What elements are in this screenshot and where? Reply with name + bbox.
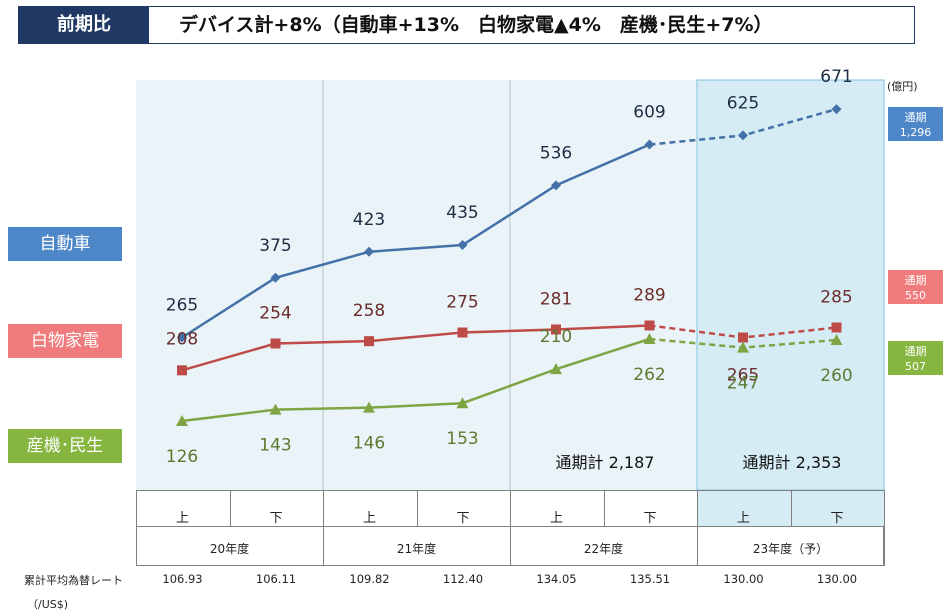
labels-layer: 265 375 423 435 536 609 625 671 208 254 258 275 281 2… [166,67,853,467]
plot-background [136,80,697,490]
total-badge-line1: 通期 [904,274,927,287]
half-label: 下 [456,511,470,526]
header-bar: 前期比 デバイス計+8%（自動車+13% 白物家電▲4% 産機･民生+7%） [18,6,915,44]
fx-rate-label: 累計平均為替レート [24,574,123,587]
data-point-marker [738,332,748,343]
data-label: 260 [820,366,852,386]
data-point-marker [456,397,469,409]
data-label: 671 [820,67,852,87]
data-point-marker [644,139,655,150]
data-point-marker [457,240,468,251]
half-label: 上 [175,511,189,526]
segment-label-industrial: 産機･民生 [8,429,122,463]
fx-rate-value: 135.51 [629,572,671,586]
data-point-marker [177,332,187,343]
data-label: 625 [727,93,759,113]
total-badge-value: 507 [905,360,926,373]
fx-rate-value: 130.00 [723,572,764,586]
data-label: 289 [633,286,665,306]
data-label: 143 [259,436,291,456]
data-point-marker [831,322,842,333]
fx-rate-unit: （/US$) [27,598,69,611]
fx-rate-value: 109.82 [349,572,390,586]
half-label: 下 [269,511,283,526]
annual-total-label: 通期計 2,353 [743,453,842,472]
data-label: 265 [727,366,759,386]
header-text: デバイス計+8%（自動車+13% 白物家電▲4% 産機･民生+7%） [179,14,773,36]
fx-rate-value: 106.11 [255,572,297,586]
series-line-actual [181,143,650,339]
data-label: 258 [353,301,385,321]
total-badge-industrial: 通期 507 [888,341,943,375]
data-point-marker [738,130,748,141]
data-label: 435 [446,203,478,223]
data-point-marker [363,401,375,413]
data-point-marker [177,365,187,376]
data-point-marker [270,338,281,349]
data-label: 423 [353,210,385,230]
data-label: 262 [633,365,665,385]
total-badge-appliance: 通期 550 [888,270,943,304]
fx-rate-value: 106.93 [162,572,203,586]
half-label: 下 [830,511,844,526]
annual-total-label: 通期計 2,187 [556,453,655,472]
data-point-marker [269,403,282,415]
data-point-marker [551,324,561,335]
year-label: 22年度 [583,542,624,556]
segment-label-auto: 自動車 [8,227,122,261]
series-line-actual [181,337,650,423]
header-tag: 前期比 [19,7,149,43]
data-point-marker [644,320,655,331]
data-point-marker [364,336,374,347]
data-label: 153 [446,429,478,449]
data-label: 285 [820,288,852,308]
total-badge-value: 1,296 [899,126,932,139]
data-point-marker [364,246,374,257]
half-label: 下 [643,511,657,526]
data-point-marker [270,272,281,283]
total-badge-auto: 通期 1,296 [888,107,943,141]
data-label: 265 [166,296,198,316]
half-label: 上 [549,511,563,526]
lines-layer [176,104,843,426]
data-point-marker [643,333,656,344]
data-label: 247 [727,374,759,394]
data-point-marker [737,341,749,353]
fx-rate-value: 134.05 [536,572,577,586]
year-label: 21年度 [396,542,437,556]
year-cell [697,526,885,566]
half-label: 上 [736,511,750,526]
fx-rate-value: 130.00 [816,572,858,586]
data-point-marker [551,180,561,191]
year-label: 23年度（予） [752,542,829,556]
data-label: 146 [353,434,385,454]
unit-label: (億円) [887,80,918,93]
data-point-marker [176,415,188,426]
segment-label-appliance: 白物家電 [8,324,122,358]
half-label: 上 [362,511,376,526]
data-label: 536 [540,143,572,163]
total-badge-value: 550 [905,289,926,302]
data-label: 208 [166,329,198,349]
total-badge-line1: 通期 [904,345,927,358]
data-point-marker [831,104,842,115]
data-label: 254 [259,304,291,324]
data-label: 210 [540,327,572,347]
total-badge-line1: 通期 [904,111,927,124]
data-label: 375 [259,236,291,256]
fx-rate-value: 112.40 [442,572,484,586]
data-point-marker [830,334,843,345]
data-label: 275 [446,293,478,313]
year-label: 20年度 [209,542,250,556]
data-label: 281 [540,290,572,310]
data-point-marker [550,363,562,375]
data-label: 609 [633,103,665,123]
series-line-actual [181,324,650,372]
forecast-background [696,79,885,491]
data-label: 126 [166,447,198,467]
data-point-marker [457,327,468,338]
